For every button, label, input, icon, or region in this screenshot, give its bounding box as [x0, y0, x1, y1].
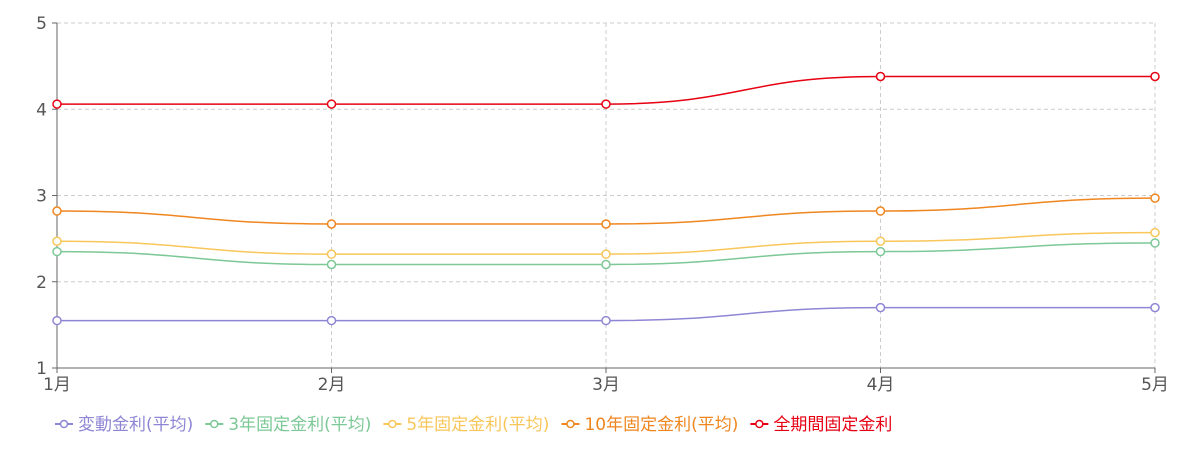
- point: [875, 302, 886, 313]
- y-tick-label: 4: [36, 100, 47, 120]
- point: [875, 236, 886, 246]
- legend-label: 10年固定金利(平均): [584, 415, 738, 435]
- y-tick-label: 3: [36, 187, 47, 207]
- legend-icon: [755, 419, 764, 429]
- point: [601, 315, 611, 326]
- legend-icon: [388, 419, 397, 429]
- legend-item: 5年固定金利(平均): [383, 415, 549, 435]
- legend-label: 全期間固定金利: [773, 415, 892, 435]
- legend-item: 全期間固定金利: [750, 415, 892, 435]
- point: [52, 206, 62, 216]
- point: [326, 219, 337, 229]
- point: [326, 99, 337, 109]
- point: [1150, 227, 1160, 238]
- point: [1150, 238, 1160, 248]
- legend-item: 10年固定金利(平均): [561, 415, 738, 435]
- point: [52, 246, 62, 257]
- point: [1150, 71, 1160, 82]
- point: [875, 71, 886, 82]
- legend-icon: [566, 419, 575, 429]
- point: [52, 236, 62, 246]
- x-tick-label: 1月: [43, 375, 71, 395]
- point: [601, 219, 611, 229]
- point: [875, 206, 886, 216]
- point: [52, 99, 62, 109]
- point: [1150, 193, 1160, 203]
- legend-label: 3年固定金利(平均): [228, 415, 371, 435]
- point: [326, 259, 337, 270]
- point: [601, 259, 611, 270]
- y-tick-label: 2: [36, 273, 47, 293]
- legend-icon: [210, 419, 219, 429]
- point: [601, 99, 611, 109]
- legend-icon: [59, 419, 69, 429]
- legend-item: 3年固定金利(平均): [205, 415, 371, 435]
- legend-label: 5年固定金利(平均): [406, 415, 549, 435]
- x-tick-label: 5月: [1141, 375, 1169, 395]
- point: [52, 315, 62, 326]
- x-tick-label: 4月: [867, 375, 895, 395]
- x-tick-label: 2月: [318, 375, 346, 395]
- x-tick-label: 3月: [592, 375, 620, 395]
- legend-item: 変動金利(平均): [55, 415, 193, 435]
- y-tick-label: 5: [36, 14, 47, 34]
- point: [601, 249, 611, 259]
- point: [326, 249, 337, 259]
- y-tick-label: 1: [36, 359, 47, 379]
- point: [1150, 302, 1160, 313]
- point: [326, 315, 337, 326]
- point: [875, 246, 886, 257]
- legend-label: 変動金利(平均): [78, 415, 193, 435]
